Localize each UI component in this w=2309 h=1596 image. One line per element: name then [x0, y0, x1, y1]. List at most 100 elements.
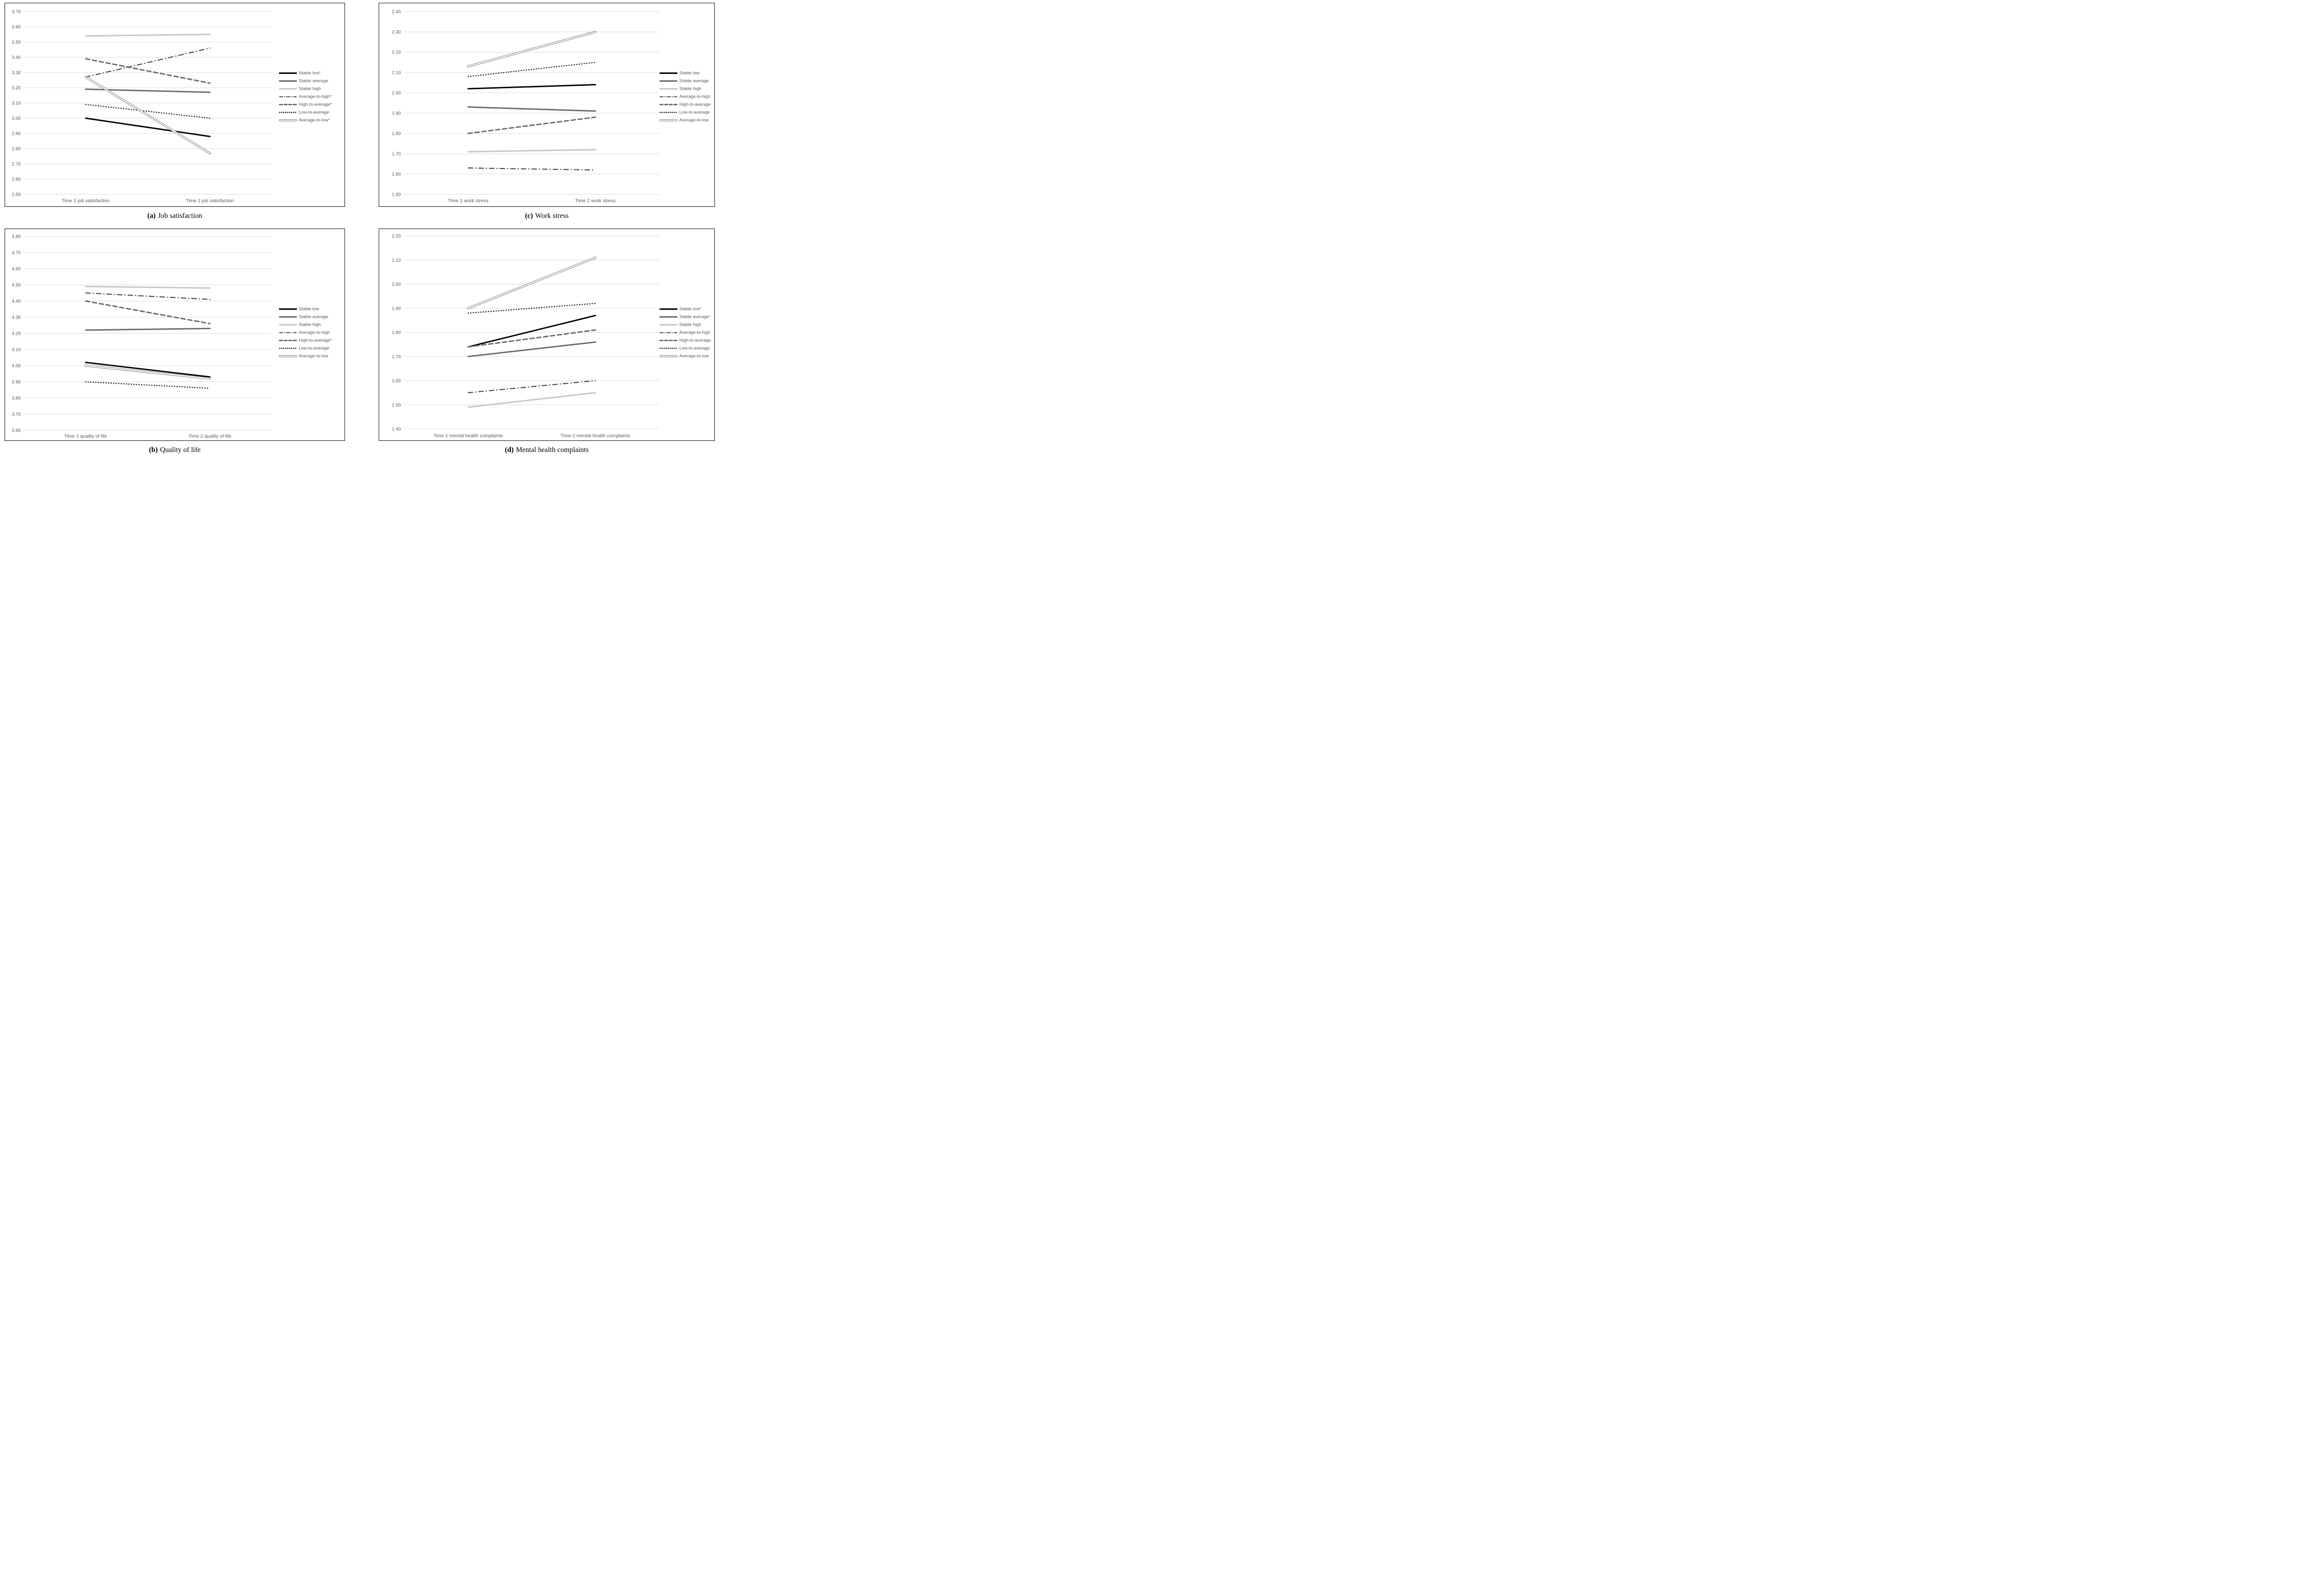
- y-tick-label: 3.10: [12, 101, 21, 106]
- y-tick-label: 4.30: [12, 315, 21, 320]
- y-tick-label: 3.30: [12, 71, 21, 76]
- y-tick-label: 2.10: [392, 71, 401, 76]
- legend-swatch-stable-low-icon: [279, 72, 297, 74]
- legend-swatch-low-to-average-icon: [659, 348, 677, 349]
- y-tick-label: 1.70: [392, 152, 401, 157]
- panel-d: 2.20 2.10 2.00 1.90 1.80 1.70 1.60 1.50 1.40 Time…: [379, 229, 715, 441]
- series-line-low-to-average: [467, 61, 596, 78]
- cell-b: 4.80 4.70 4.60 4.50 4.40 4.30 4.20 4.10 4.00 3.90…: [5, 229, 345, 454]
- legend-label: High-to-average: [679, 102, 711, 107]
- y-tick-label: 1.60: [392, 172, 401, 177]
- series-line-stable-low: [85, 361, 211, 378]
- y-tick-label: 4.10: [12, 348, 21, 353]
- legend-label: Average-to-low: [679, 354, 709, 359]
- legend-swatch-high-to-average-icon: [279, 104, 297, 105]
- legend-item-stable-average: Stable average: [659, 78, 711, 84]
- series-line-stable-low: [467, 84, 596, 90]
- legend-label: Stable average*: [679, 314, 711, 319]
- legend-swatch-high-to-average-icon: [659, 104, 677, 105]
- legend-swatch-stable-average-icon: [659, 316, 678, 318]
- series-line-high-to-average: [467, 329, 596, 348]
- legend-label: Average-to-high: [299, 330, 330, 335]
- y-tick-label: 3.40: [12, 55, 21, 60]
- y-tick-label: 1.90: [392, 306, 401, 311]
- legend-item-average-to-high: Average-to-high: [659, 94, 711, 99]
- legend-swatch-average-to-high-icon: [659, 332, 677, 333]
- panel-b-caption: (b) Quality of life: [5, 446, 345, 454]
- legend-label: Stable low*: [679, 307, 701, 312]
- y-tick-label: 2.60: [12, 177, 21, 182]
- series-line-average-to-low-core: [85, 76, 211, 154]
- legend-swatch-average-to-high-icon: [279, 332, 297, 333]
- legend-swatch-stable-average-icon: [279, 316, 297, 318]
- y-tick-label: 1.50: [392, 403, 401, 408]
- y-tick-label: 4.20: [12, 331, 21, 337]
- x-tick-label: Time 2 work stress: [575, 198, 616, 204]
- legend-swatch-stable-average-icon: [279, 80, 297, 82]
- y-tick-label: 2.90: [12, 132, 21, 137]
- legend-item-average-to-low: Average-to-low: [659, 118, 711, 123]
- y-tick-label: 3.50: [12, 40, 21, 45]
- y-tick-label: 1.80: [392, 132, 401, 137]
- legend-label: Average-to-high: [679, 94, 711, 99]
- series-line-high-to-average: [85, 58, 211, 84]
- y-tick-label: 2.30: [392, 30, 401, 35]
- y-tick-label: 4.40: [12, 299, 21, 304]
- x-tick-label: Time 1 mental health complaints: [433, 433, 503, 439]
- series-line-average-to-low-core: [85, 365, 211, 379]
- caption-letter-a: (a): [147, 212, 156, 220]
- legend-label: Stable high: [299, 322, 321, 327]
- legend-swatch-stable-average-icon: [659, 80, 678, 82]
- legend-swatch-average-to-low-icon: [659, 355, 678, 357]
- legend-swatch-low-to-average-icon: [279, 348, 297, 349]
- legend-item-average-to-high: Average-to-high*: [279, 94, 332, 99]
- caption-letter-b: (b): [149, 446, 158, 454]
- legend-item-low-to-average: Low-to-average: [279, 346, 332, 351]
- legend-item-stable-average: Stable average*: [659, 314, 711, 319]
- legend-label: Stable high: [299, 86, 321, 91]
- legend-item-stable-high: Stable high: [279, 86, 332, 91]
- y-tick-label: 1.70: [392, 355, 401, 360]
- cell-a: 3.70 3.60 3.50 3.40 3.30 3.20 3.10 3.00 2.90 2.80…: [5, 3, 345, 220]
- caption-text-c: Work stress: [535, 212, 569, 220]
- figure-row-bottom: 4.80 4.70 4.60 4.50 4.40 4.30 4.20 4.10 4.00 3.90…: [5, 229, 719, 454]
- legend-label: Stable low: [299, 307, 319, 312]
- y-tick-label: 2.80: [12, 147, 21, 152]
- y-tick-label: 1.40: [392, 427, 401, 432]
- legend-swatch-high-to-average-icon: [279, 340, 297, 341]
- legend-label: Low-to-average: [679, 110, 710, 115]
- y-tick-label: 2.50: [12, 193, 21, 198]
- legend-swatch-low-to-average-icon: [659, 112, 677, 113]
- caption-letter-d: (d): [505, 446, 514, 454]
- legend-item-high-to-average: High-to-average: [659, 338, 711, 343]
- legend-label: Stable high: [679, 86, 701, 91]
- x-tick-label: Time 2 mental health complaints: [561, 433, 630, 439]
- legend-swatch-average-to-high-icon: [279, 96, 297, 97]
- panel-a-legend: Stable low* Stable average Stable high Aver…: [279, 71, 332, 126]
- legend-label: Average-to-low: [299, 354, 328, 359]
- legend-item-high-to-average: High-to-average*: [279, 338, 332, 343]
- legend-label: High-to-average*: [299, 338, 332, 343]
- caption-text-a: Job satisfaction: [158, 212, 203, 220]
- y-tick-label: 3.70: [12, 10, 21, 15]
- y-tick-label: 4.80: [12, 235, 21, 240]
- panel-c-chart: 2.40 2.30 2.20 2.10 2.00 1.90 1.80 1.70 1.60 1.50…: [392, 10, 659, 204]
- panel-c: 2.40 2.30 2.20 2.10 2.00 1.90 1.80 1.70 1.60 1.50…: [379, 3, 715, 207]
- y-tick-label: 2.10: [392, 258, 401, 263]
- legend-label: Stable low*: [299, 71, 321, 76]
- x-tick-label: Time 1 job satisfaction: [61, 198, 109, 204]
- legend-item-average-to-low: Average-to-low: [659, 354, 711, 359]
- panel-a-caption: (a) Job satisfaction: [5, 212, 345, 220]
- legend-item-high-to-average: High-to-average*: [279, 102, 332, 107]
- series-line-low-to-average: [85, 104, 211, 119]
- legend-item-average-to-high: Average-to-high: [659, 330, 711, 335]
- legend-swatch-low-to-average-icon: [279, 112, 297, 113]
- x-tick-label: Time 2 job satisfaction: [186, 198, 234, 204]
- legend-swatch-average-to-high-icon: [659, 96, 677, 97]
- y-tick-label: 4.70: [12, 251, 21, 256]
- panel-c-legend: Stable low Stable average Stable high Avera…: [659, 71, 711, 126]
- panel-a-chart: 3.70 3.60 3.50 3.40 3.30 3.20 3.10 3.00 2.90 2.80…: [12, 10, 272, 204]
- y-tick-label: 4.00: [12, 364, 21, 369]
- x-tick-label: Time 2 quality of life: [188, 434, 231, 439]
- legend-label: High-to-average*: [299, 102, 332, 107]
